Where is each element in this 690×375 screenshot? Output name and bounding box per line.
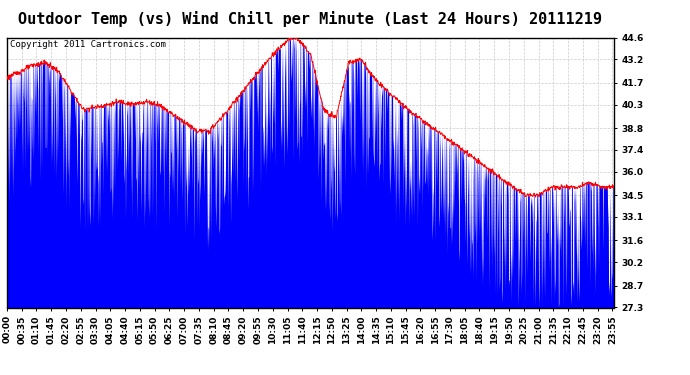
Text: Copyright 2011 Cartronics.com: Copyright 2011 Cartronics.com: [10, 40, 166, 49]
Text: Outdoor Temp (vs) Wind Chill per Minute (Last 24 Hours) 20111219: Outdoor Temp (vs) Wind Chill per Minute …: [19, 11, 602, 27]
